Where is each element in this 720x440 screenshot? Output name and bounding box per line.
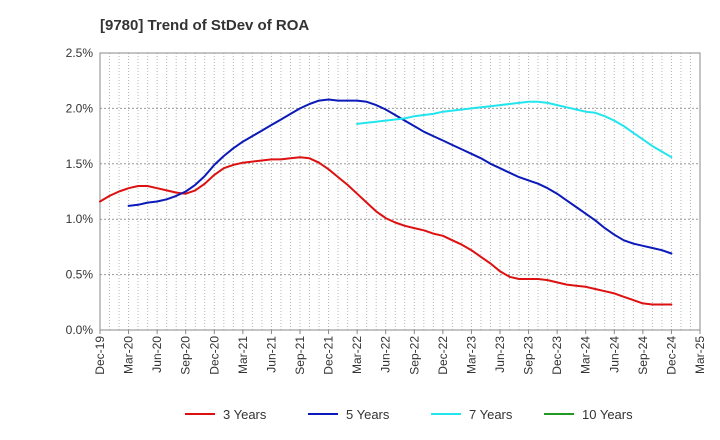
y-tick-label: 0.5% [66,268,94,282]
x-tick-label: Dec-23 [550,336,564,375]
x-tick-label: Dec-21 [322,336,336,375]
y-tick-label: 2.5% [66,46,94,60]
x-tick-label: Jun-23 [493,336,507,373]
series-line-3-years [99,156,673,306]
x-tick-label: Mar-22 [350,336,364,374]
x-tick-label: Jun-21 [264,336,278,373]
x-tick-label: Sep-22 [407,336,421,375]
legend: 3 Years 5 Years 7 Years 10 Years [185,407,633,422]
legend-label-5-years: 5 Years [346,407,390,422]
x-tick-label: Sep-24 [636,336,650,375]
x-tick-label: Dec-24 [664,336,678,375]
x-tick-label: Mar-24 [579,336,593,374]
x-tick-label: Jun-24 [607,336,621,373]
x-tick-label: Dec-20 [207,336,221,375]
x-tick-label: Sep-20 [179,336,193,375]
series-lines [99,98,673,306]
x-tick-label: Mar-20 [122,336,136,374]
x-tick-label: Dec-19 [93,336,107,375]
legend-label-10-years: 10 Years [582,407,633,422]
y-tick-labels: 0.0% 0.5% 1.0% 1.5% 2.0% 2.5% [66,46,94,337]
x-tick-label: Jun-20 [150,336,164,373]
legend-label-3-years: 3 Years [223,407,267,422]
x-tick-label: Dec-22 [436,336,450,375]
y-tick-label: 1.0% [66,212,94,226]
y-tick-label: 2.0% [66,101,94,115]
chart-title: [9780] Trend of StDev of ROA [100,17,309,34]
x-tick-labels: Dec-19 Mar-20 Jun-20 Sep-20 Dec-20 Mar-21 Jun-… [93,336,707,375]
x-tick-label: Mar-21 [236,336,250,374]
legend-label-7-years: 7 Years [469,407,513,422]
plot-frame [99,52,701,331]
axes [99,52,701,334]
y-tick-label: 1.5% [66,157,94,171]
x-tick-label: Mar-25 [693,336,707,374]
y-tick-label: 0.0% [66,323,94,337]
x-tick-label: Sep-23 [522,336,536,375]
x-tick-label: Sep-21 [293,336,307,375]
series-line-7-years [356,100,673,159]
x-tick-label: Mar-23 [464,336,478,374]
series-line-5-years [127,98,673,255]
grid [99,52,701,331]
x-tick-label: Jun-22 [379,336,393,373]
